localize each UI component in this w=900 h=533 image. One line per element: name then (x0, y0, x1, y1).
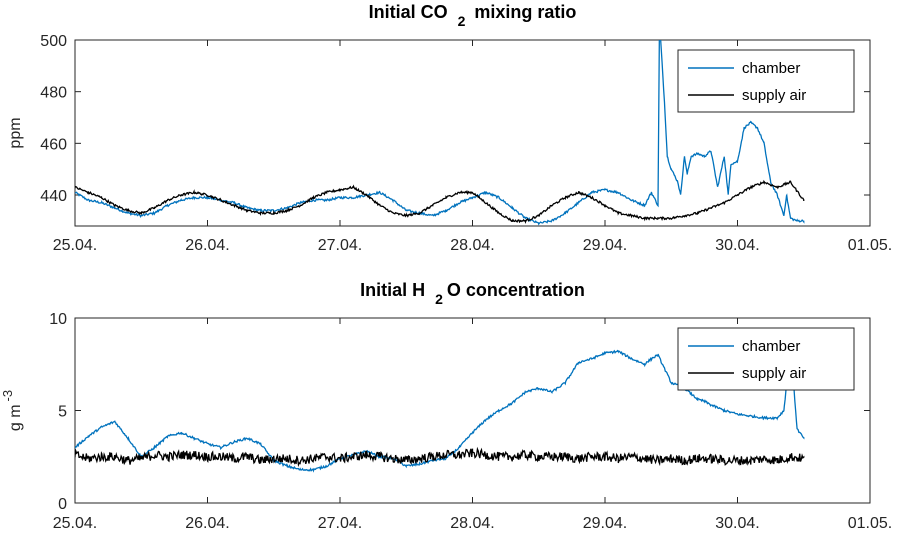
y-axis-label-superscript: -3 (0, 390, 15, 402)
x-tick-label: 01.05. (848, 237, 892, 254)
x-tick-label: 01.05. (848, 515, 892, 532)
chart-title: Initial CO 2 mixing ratio (369, 2, 577, 29)
y-tick-label: 0 (58, 496, 67, 513)
y-axis-label: ppm (7, 117, 24, 148)
series-line-supply-air (75, 446, 805, 468)
x-tick-label: 25.04. (53, 515, 97, 532)
x-tick-label: 29.04. (583, 515, 627, 532)
x-tick-label: 27.04. (318, 237, 362, 254)
x-tick-label: 29.04. (583, 237, 627, 254)
x-tick-label: 30.04. (715, 237, 759, 254)
x-tick-label: 27.04. (318, 515, 362, 532)
chart-title-rest: O concentration (447, 280, 585, 300)
chart-title-subscript: 2 (435, 291, 443, 307)
chart-panel-2: 25.04. 26.04. 27.04. 28.04. 29.04. 30.04. 01.0… (0, 280, 892, 532)
chart-title-main: Initial H (360, 280, 425, 300)
x-tick-label: 26.04. (185, 515, 229, 532)
chart-title-main: Initial CO (369, 2, 448, 22)
chart-panel-1: 25.04. 26.04. 27.04. 28.04. 29.04. 30.04. 01.0… (7, 2, 892, 254)
y-axis-label: g m-3 (0, 390, 24, 431)
y-tick-label: 440 (40, 188, 67, 205)
legend: chamber supply air (677, 327, 855, 391)
legend: chamber supply air (677, 49, 855, 113)
chart-title-rest: mixing ratio (469, 2, 576, 22)
legend-entry: supply air (742, 365, 806, 382)
legend-entry: chamber (742, 338, 800, 355)
legend-box (677, 327, 855, 391)
y-tick-label: 5 (58, 404, 67, 421)
x-tick-label: 25.04. (53, 237, 97, 254)
y-tick-label: 10 (49, 311, 67, 328)
series-line-supply-air (75, 179, 805, 224)
x-tick-label: 28.04. (450, 515, 494, 532)
y-tick-label: 460 (40, 136, 67, 153)
y-tick-label: 480 (40, 85, 67, 102)
legend-box (677, 49, 855, 113)
series-line-chamber (75, 40, 805, 226)
x-tick-label: 28.04. (450, 237, 494, 254)
legend-entry: supply air (742, 87, 806, 104)
x-tick-label: 26.04. (185, 237, 229, 254)
x-tick-label: 30.04. (715, 515, 759, 532)
legend-entry: chamber (742, 60, 800, 77)
chart-title-subscript: 2 (458, 13, 466, 29)
y-tick-label: 500 (40, 33, 67, 50)
